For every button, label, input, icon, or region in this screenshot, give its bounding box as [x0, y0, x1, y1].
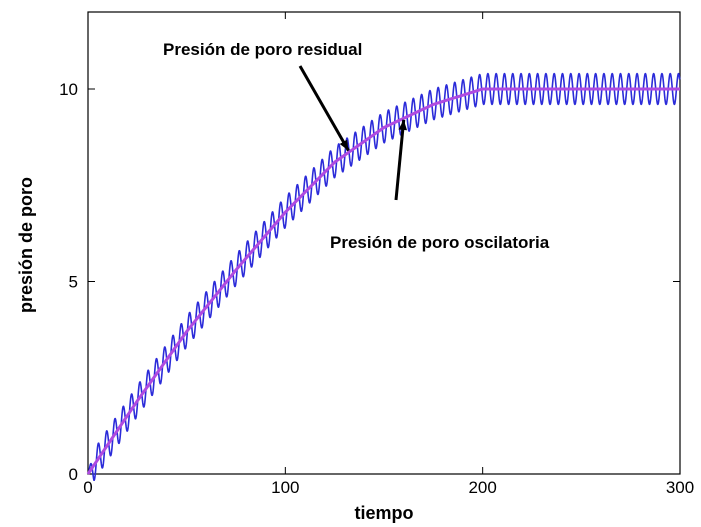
- y-axis-label: presión de poro: [16, 177, 36, 313]
- x-tick-label: 100: [271, 478, 299, 497]
- annotation-residual-arrow: [298, 65, 350, 152]
- x-tick-label: 300: [666, 478, 694, 497]
- y-tick-label: 0: [69, 465, 78, 484]
- series-oscillatory-line: [87, 72, 681, 482]
- annotation-residual-arrow-head: [339, 139, 349, 151]
- annotation-oscillatory-arrow-head: [398, 119, 408, 131]
- y-ticks: 0 5 10: [59, 80, 680, 484]
- x-axis-label: tiempo: [354, 503, 413, 523]
- plot-frame: [87, 11, 681, 475]
- annotation-oscillatory-label: Presión de poro oscilatoria: [330, 233, 550, 252]
- series-layer: [86, 72, 681, 482]
- y-tick-label: 10: [59, 80, 78, 99]
- annotation-oscillatory-arrow: [394, 119, 406, 201]
- series-residual-line: [86, 87, 680, 475]
- y-tick-label: 5: [69, 273, 78, 292]
- annotation-arrows: [298, 65, 408, 201]
- annotation-residual-label: Presión de poro residual: [163, 40, 362, 59]
- x-ticks: 0 100 200 300: [83, 12, 694, 497]
- x-tick-label: 0: [83, 478, 92, 497]
- x-tick-label: 200: [468, 478, 496, 497]
